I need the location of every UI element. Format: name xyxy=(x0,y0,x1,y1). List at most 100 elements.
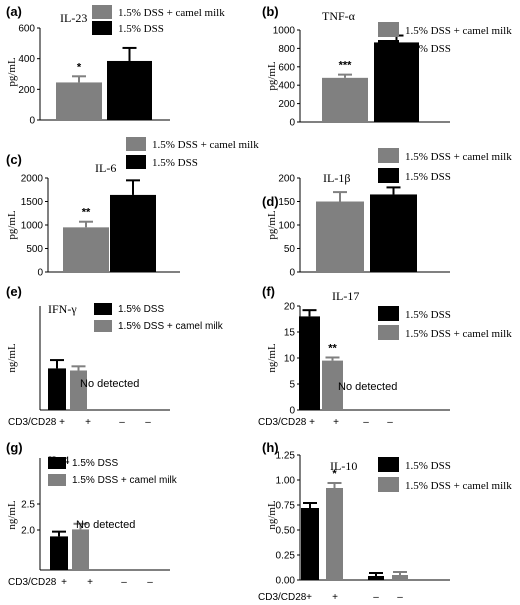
bar xyxy=(392,575,408,580)
y-tick-label: 600 xyxy=(18,24,35,35)
y-tick-label: 1.25 xyxy=(276,451,296,462)
panel-label: (h) xyxy=(262,440,279,455)
panel-label: (d) xyxy=(262,194,279,209)
chart-title: IL-17 xyxy=(332,289,359,303)
treatment-sign: + xyxy=(61,577,67,588)
treatment-sign: – xyxy=(363,417,369,428)
y-tick-label: 0.75 xyxy=(276,501,296,512)
legend-label: 1.5% DSS + camel milk xyxy=(405,25,512,37)
treatment-sign: + xyxy=(333,417,339,428)
treatment-sign: + xyxy=(332,592,338,603)
treatment-sign: + xyxy=(85,417,91,428)
legend-swatch xyxy=(378,325,399,340)
y-tick-label: 20 xyxy=(284,302,296,313)
bar xyxy=(299,316,320,410)
legend-swatch xyxy=(378,148,399,163)
y-tick-label: 0.00 xyxy=(276,576,296,587)
bar xyxy=(301,508,319,580)
legend-swatch xyxy=(126,155,146,169)
y-tick-label: 0 xyxy=(289,268,295,279)
legend-label: 1.5% DSS + camel milk xyxy=(118,321,224,332)
y-tick-label: 1000 xyxy=(273,26,296,37)
y-tick-label: 400 xyxy=(278,81,295,92)
treatment-sign: – xyxy=(119,417,125,428)
legend-swatch xyxy=(92,21,112,35)
treatment-sign: + xyxy=(87,577,93,588)
panel-label: (b) xyxy=(262,4,279,19)
treatment-sign: – xyxy=(147,577,153,588)
significance-marker: * xyxy=(332,468,337,480)
bar xyxy=(322,360,343,410)
treatment-sign: – xyxy=(387,417,393,428)
legend-label: 1.5% DSS + camel milk xyxy=(118,7,225,19)
legend-swatch xyxy=(378,40,399,55)
bar xyxy=(370,194,417,272)
treatment-label: CD3/CD28 xyxy=(258,417,307,428)
bar xyxy=(326,488,343,580)
y-tick-label: 150 xyxy=(278,197,295,208)
treatment-sign: – xyxy=(373,592,379,603)
legend-label: 1.5% DSS xyxy=(405,309,451,321)
y-tick-label: 200 xyxy=(278,174,295,185)
legend-swatch xyxy=(126,137,146,151)
y-tick-label: 0.50 xyxy=(276,526,296,537)
legend-label: 1.5% DSS + camel milk xyxy=(152,139,259,151)
treatment-sign: + xyxy=(309,417,315,428)
y-tick-label: 2.5 xyxy=(21,500,35,511)
y-tick-label: 100 xyxy=(278,221,295,232)
legend-label: 1.5% DSS + camel milk xyxy=(72,475,178,486)
legend-label: 1.5% DSS xyxy=(405,43,451,55)
panel-label: (f) xyxy=(262,284,275,299)
y-axis-label: ng/mL xyxy=(266,500,278,530)
legend-label: 1.5% DSS xyxy=(405,460,451,472)
panel-label: (g) xyxy=(6,440,23,455)
chart-title: IFN-γ xyxy=(48,302,77,316)
bar xyxy=(368,576,384,580)
bar xyxy=(50,536,68,570)
bar xyxy=(316,201,364,272)
y-tick-label: 50 xyxy=(284,244,296,255)
legend-swatch xyxy=(378,457,399,472)
y-tick-label: 15 xyxy=(284,328,296,339)
panel-label: (e) xyxy=(6,284,22,299)
y-tick-label: 0 xyxy=(37,268,43,279)
legend-label: 1.5% DSS xyxy=(72,458,118,469)
treatment-sign: – xyxy=(397,592,403,603)
treatment-label: CD3/CD28 xyxy=(8,577,57,588)
treatment-sign: – xyxy=(121,577,127,588)
legend-swatch xyxy=(48,457,66,469)
not-detected-note: No detected xyxy=(338,381,397,393)
y-tick-label: 0 xyxy=(289,406,295,417)
y-axis-label: pg/mL xyxy=(6,210,18,240)
legend-swatch xyxy=(48,474,66,486)
panel-label: (c) xyxy=(6,152,22,167)
not-detected-note: No detected xyxy=(80,378,139,390)
legend-label: 1.5% DSS xyxy=(405,171,451,183)
chart-title: IL-1β xyxy=(323,171,350,185)
treatment-sign: + xyxy=(59,417,65,428)
significance-marker: *** xyxy=(339,60,353,72)
y-tick-label: 5 xyxy=(289,380,295,391)
significance-marker: ** xyxy=(82,207,91,219)
y-tick-label: 0 xyxy=(289,118,295,129)
legend-swatch xyxy=(378,168,399,183)
legend-label: 1.5% DSS xyxy=(118,304,164,315)
bar xyxy=(110,194,156,272)
treatment-label: CD3/CD28 xyxy=(258,592,307,603)
y-axis-label: ng/mL xyxy=(6,500,18,530)
y-tick-label: 500 xyxy=(26,244,43,255)
legend-label: 1.5% DSS xyxy=(118,23,164,35)
y-tick-label: 2.0 xyxy=(21,526,35,537)
treatment-label: CD3/CD28 xyxy=(8,417,57,428)
bar xyxy=(107,60,152,120)
legend-label: 1.5% DSS + camel milk xyxy=(405,151,512,163)
y-tick-label: 1.00 xyxy=(276,476,296,487)
y-axis-label: ng/mL xyxy=(6,343,18,373)
y-tick-label: 200 xyxy=(18,85,35,96)
significance-marker: ** xyxy=(328,342,337,354)
bar xyxy=(322,77,368,122)
y-axis-label: pg/mL xyxy=(266,61,278,91)
y-tick-label: 0.25 xyxy=(276,551,296,562)
y-tick-label: 0 xyxy=(29,116,35,127)
